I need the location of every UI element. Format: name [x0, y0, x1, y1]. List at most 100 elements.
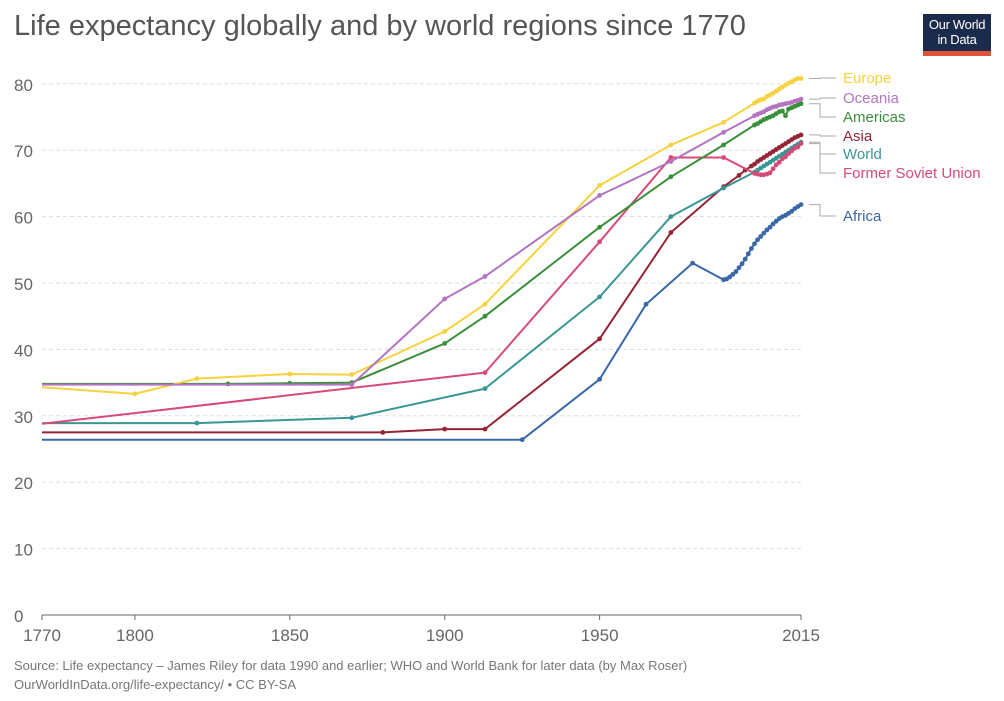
data-point-europe: [287, 371, 293, 377]
legend-label-oceania: Oceania: [843, 90, 900, 107]
our-world-in-data-logo[interactable]: Our World in Data: [923, 14, 991, 56]
data-point-former-soviet-union: [597, 239, 602, 245]
data-point-europe: [721, 119, 726, 125]
data-point-europe: [442, 329, 448, 334]
data-point-europe: [194, 376, 200, 381]
data-point-former-soviet-union: [789, 148, 795, 154]
data-point-africa: [758, 234, 764, 239]
y-tick-label: 70: [14, 142, 33, 161]
data-point-africa: [761, 230, 767, 236]
legend-label-africa: Africa: [843, 208, 882, 225]
y-tick-label: 30: [14, 408, 33, 427]
legend-label-asia: Asia: [843, 128, 873, 145]
data-point-world: [597, 294, 602, 300]
x-tick-label: 1900: [426, 626, 464, 645]
data-point-former-soviet-union: [795, 144, 801, 150]
data-point-asia: [668, 230, 674, 235]
data-point-asia: [380, 430, 386, 435]
data-point-africa: [739, 261, 745, 267]
data-point-africa: [755, 237, 760, 243]
y-tick-label: 20: [14, 474, 33, 493]
source-note: Source: Life expectancy – James Riley fo…: [14, 656, 687, 694]
data-point-africa: [745, 251, 751, 257]
series-line-europe: [41, 77, 801, 395]
series-group: [41, 76, 804, 443]
axes: 0 10 20 30 40 50 60 70 80 1770 1800 1850 1900 1950 201…: [14, 76, 820, 645]
legend-leader-asia: [809, 134, 836, 137]
data-point-asia: [597, 336, 602, 342]
legend-label-americas: Americas: [843, 109, 906, 126]
data-point-europe: [349, 372, 355, 377]
data-point-africa: [690, 260, 695, 266]
data-point-world: [721, 185, 726, 191]
data-point-former-soviet-union: [770, 166, 776, 172]
y-tick-label: 80: [14, 76, 33, 95]
legend-label-world: World: [843, 146, 882, 163]
data-point-africa: [733, 269, 739, 275]
data-point-africa: [519, 437, 525, 443]
data-point-americas: [597, 224, 602, 230]
data-point-former-soviet-union: [668, 155, 674, 160]
data-point-asia: [482, 426, 488, 432]
data-point-world: [482, 386, 488, 391]
legend-label-europe: Europe: [843, 70, 891, 87]
data-point-americas: [780, 108, 785, 114]
data-point-former-soviet-union: [721, 155, 726, 160]
data-point-americas: [668, 174, 674, 180]
x-tick-label: 1950: [581, 626, 619, 645]
series-line-former-soviet-union: [41, 142, 802, 425]
data-point-europe: [132, 391, 138, 397]
data-point-world: [668, 214, 674, 220]
data-point-europe: [761, 96, 767, 102]
data-point-americas: [783, 113, 788, 119]
source-line-2[interactable]: OurWorldInData.org/life-expectancy/ • CC…: [14, 677, 297, 692]
x-tick-label: 2015: [782, 626, 820, 645]
data-point-oceania: [668, 159, 674, 164]
data-point-africa: [643, 301, 649, 307]
data-point-americas: [721, 142, 726, 148]
data-point-americas: [798, 101, 804, 107]
data-point-oceania: [482, 274, 488, 279]
data-point-former-soviet-union: [776, 159, 782, 165]
y-tick-label: 60: [14, 209, 33, 228]
data-point-americas: [482, 313, 488, 319]
data-point-europe: [482, 301, 488, 307]
series-line-africa: [42, 203, 802, 441]
data-point-africa: [752, 241, 757, 247]
legend-leader-americas: [809, 103, 836, 118]
data-point-asia: [798, 132, 804, 138]
data-point-europe: [668, 142, 674, 148]
data-point-africa: [770, 221, 776, 227]
data-point-world: [194, 420, 200, 426]
y-tick-label: 50: [14, 275, 33, 294]
data-point-africa: [742, 256, 748, 262]
legend-leader-former-soviet-union: [809, 143, 836, 174]
data-point-former-soviet-union: [798, 141, 804, 147]
logo-line-2: in Data: [937, 32, 977, 47]
x-tick-label: 1770: [23, 626, 61, 645]
data-point-former-soviet-union: [783, 154, 788, 160]
logo-line-1: Our World: [928, 17, 986, 32]
data-point-africa: [767, 224, 773, 230]
data-point-americas: [442, 341, 448, 346]
y-tick-label: 10: [14, 541, 33, 560]
data-point-africa: [798, 202, 804, 208]
data-point-africa: [730, 272, 736, 277]
data-point-oceania: [597, 193, 602, 198]
data-point-europe: [798, 76, 804, 81]
data-point-africa: [789, 208, 795, 214]
data-point-world: [349, 415, 355, 421]
legend-leader-europe: [809, 77, 836, 79]
data-point-oceania: [798, 96, 804, 102]
data-point-oceania: [442, 296, 448, 302]
data-point-africa: [764, 227, 770, 233]
data-point-asia: [442, 426, 448, 432]
legend-leader-africa: [809, 204, 836, 217]
x-tick-label: 1800: [116, 626, 154, 645]
data-point-africa: [736, 265, 742, 271]
legend-label-former-soviet-union: Former Soviet Union: [843, 165, 981, 182]
data-point-africa: [597, 376, 602, 382]
y-tick-label: 0: [14, 607, 23, 626]
